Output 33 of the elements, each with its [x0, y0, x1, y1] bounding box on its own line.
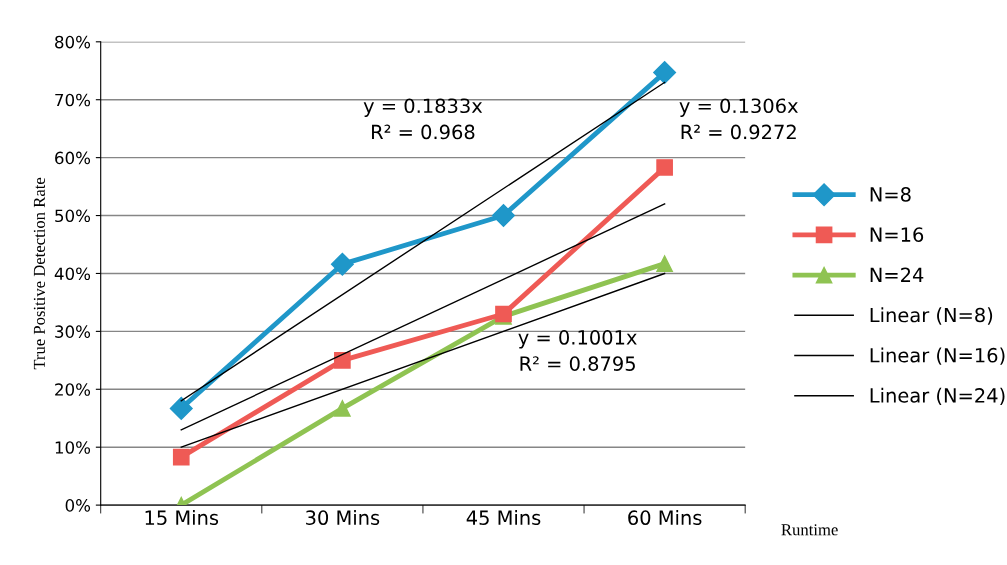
y-tick-label: 60% — [55, 151, 91, 165]
point — [330, 252, 354, 276]
point — [169, 396, 193, 420]
x-tick-label: 45 Mins — [466, 509, 541, 526]
annotation: y = 0.1001x R² = 0.8795 — [518, 330, 637, 371]
legend-label: N=16 — [870, 227, 924, 242]
legend-label: N=8 — [870, 187, 911, 202]
x-axis-title: Runtime — [781, 524, 838, 536]
y-tick-label: 0% — [65, 499, 91, 512]
y-tick-label: 50% — [55, 209, 91, 223]
y-tick-label: 30% — [55, 325, 91, 338]
point — [656, 159, 673, 176]
annotation: y = 0.1306x R² = 0.9272 — [679, 98, 798, 140]
legend-label: N=24 — [870, 267, 924, 282]
y-tick-label: 20% — [55, 383, 91, 396]
point — [334, 400, 351, 417]
x-tick-label: 30 Mins — [306, 509, 380, 526]
y-axis-title: True Positive Detection Rate — [33, 177, 45, 370]
legend-label: Linear (N=24) — [870, 387, 1005, 406]
y-tick-label: 70% — [55, 93, 91, 107]
point — [492, 204, 515, 228]
legend-label: Linear (N=8) — [870, 307, 993, 325]
point — [653, 61, 677, 85]
x-tick-label: 15 Mins — [145, 509, 219, 526]
y-tick-label: 80% — [55, 35, 91, 49]
legend-label: Linear (N=16) — [870, 347, 1005, 365]
x-tick-label: 60 Mins — [628, 509, 702, 526]
y-tick-label: 10% — [55, 441, 91, 454]
point — [172, 448, 190, 466]
point — [334, 351, 351, 369]
y-tick-label: 40% — [54, 267, 91, 281]
annotation: y = 0.1833x R² = 0.968 — [363, 98, 483, 140]
point — [656, 255, 673, 272]
